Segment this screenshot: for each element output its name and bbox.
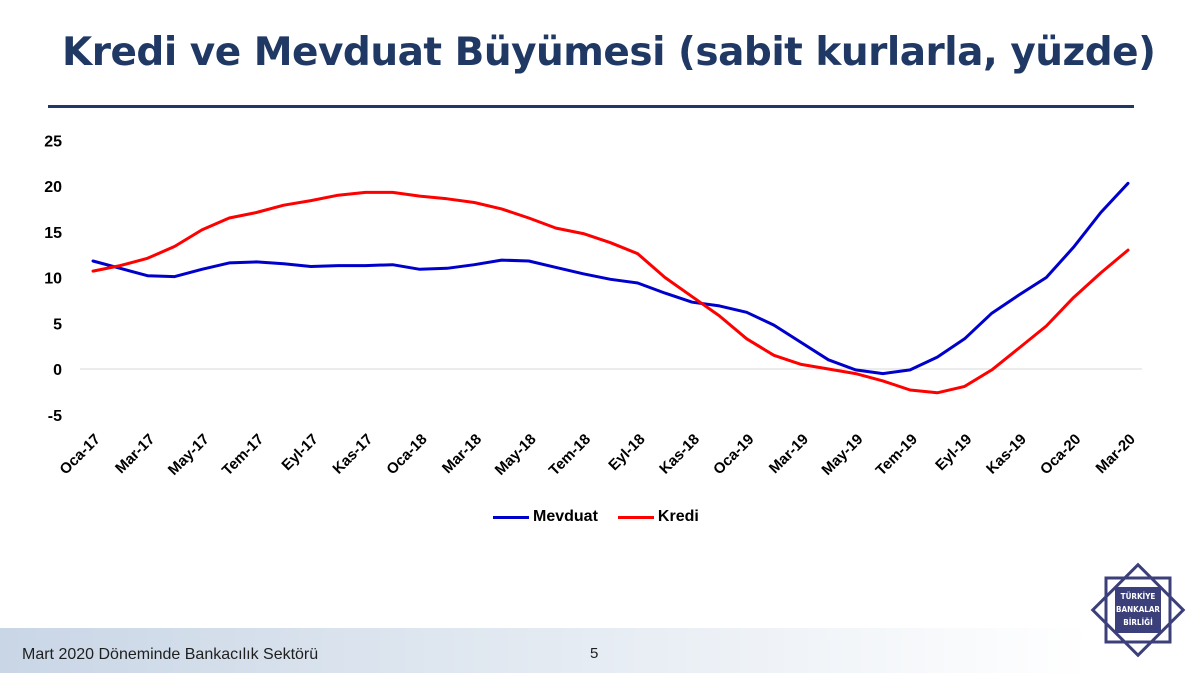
- x-tick-label: Oca-19: [710, 431, 757, 478]
- x-tick-label: Oca-18: [383, 431, 430, 478]
- svg-text:TÜRKİYE: TÜRKİYE: [1121, 591, 1156, 601]
- x-tick-label: Tem-19: [873, 431, 921, 479]
- x-tick-label: Tem-18: [546, 431, 594, 479]
- svg-text:BANKALAR: BANKALAR: [1116, 605, 1160, 614]
- x-tick-label: Kas-17: [329, 431, 376, 478]
- legend-swatch-kredi: [617, 515, 654, 519]
- series-lines: [91, 181, 1130, 395]
- y-tick-label: 10: [44, 271, 62, 288]
- legend-item-kredi: Kredi: [617, 508, 699, 526]
- x-tick-label: Kas-19: [983, 431, 1030, 478]
- x-tick-label: Mar-19: [766, 431, 812, 477]
- y-tick-label: 20: [44, 179, 62, 196]
- y-tick-label: 0: [53, 362, 62, 379]
- x-tick-label: Mar-20: [1093, 431, 1139, 477]
- x-tick-label: Mar-18: [439, 431, 485, 477]
- footer-title: Mart 2020 Döneminde Bankacılık Sektörü: [22, 646, 319, 663]
- x-tick-label: Mar-17: [112, 431, 158, 477]
- chart-legend: Mevduat Kredi: [493, 508, 719, 526]
- y-tick-label: -5: [48, 408, 62, 425]
- x-tick-label: Eyl-17: [278, 431, 321, 474]
- series-line-kredi: [91, 190, 1130, 395]
- legend-label-kredi: Kredi: [657, 508, 699, 525]
- x-tick-label: May-17: [165, 431, 213, 479]
- svg-text:BİRLİĞİ: BİRLİĞİ: [1123, 616, 1153, 627]
- x-tick-label: Oca-17: [56, 431, 103, 478]
- x-tick-label: Tem-17: [219, 431, 267, 479]
- y-tick-label: 5: [53, 316, 62, 333]
- x-tick-label: Eyl-19: [932, 431, 975, 474]
- legend-swatch-mevduat: [493, 515, 529, 519]
- footer-bar: [0, 628, 1090, 673]
- x-tick-label: May-19: [818, 431, 866, 479]
- y-axis: 25 20 15 10 5 0 -5: [44, 133, 1142, 425]
- x-tick-label: Oca-20: [1037, 431, 1084, 478]
- x-tick-label: Eyl-18: [605, 431, 648, 474]
- y-tick-label: 25: [44, 133, 62, 150]
- legend-item-mevduat: Mevduat: [493, 508, 598, 526]
- page-number: 5: [590, 645, 599, 662]
- y-tick-label: 15: [44, 225, 62, 242]
- x-tick-label: Kas-18: [656, 431, 703, 478]
- legend-label-mevduat: Mevduat: [533, 508, 598, 525]
- x-axis: Oca-17 Mar-17 May-17 Tem-17 Eyl-17 Kas-17 Oca-…: [56, 431, 1138, 479]
- line-chart: 25 20 15 10 5 0 -5 Oca-17 Mar-17 May-17 Tem-17 Eyl…: [44, 133, 1142, 479]
- page-title: Kredi ve Mevduat Büyümesi (sabit kurlarl…: [62, 30, 1156, 75]
- tbb-logo: TÜRKİYE BANKALAR BİRLİĞİ: [1090, 562, 1186, 658]
- x-tick-label: May-18: [492, 431, 540, 479]
- series-line-mevduat: [91, 181, 1130, 376]
- title-divider: [48, 105, 1134, 108]
